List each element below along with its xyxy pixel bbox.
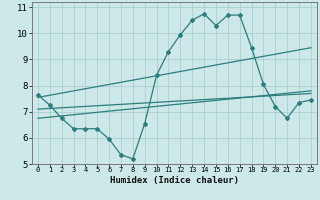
X-axis label: Humidex (Indice chaleur): Humidex (Indice chaleur) bbox=[110, 176, 239, 185]
